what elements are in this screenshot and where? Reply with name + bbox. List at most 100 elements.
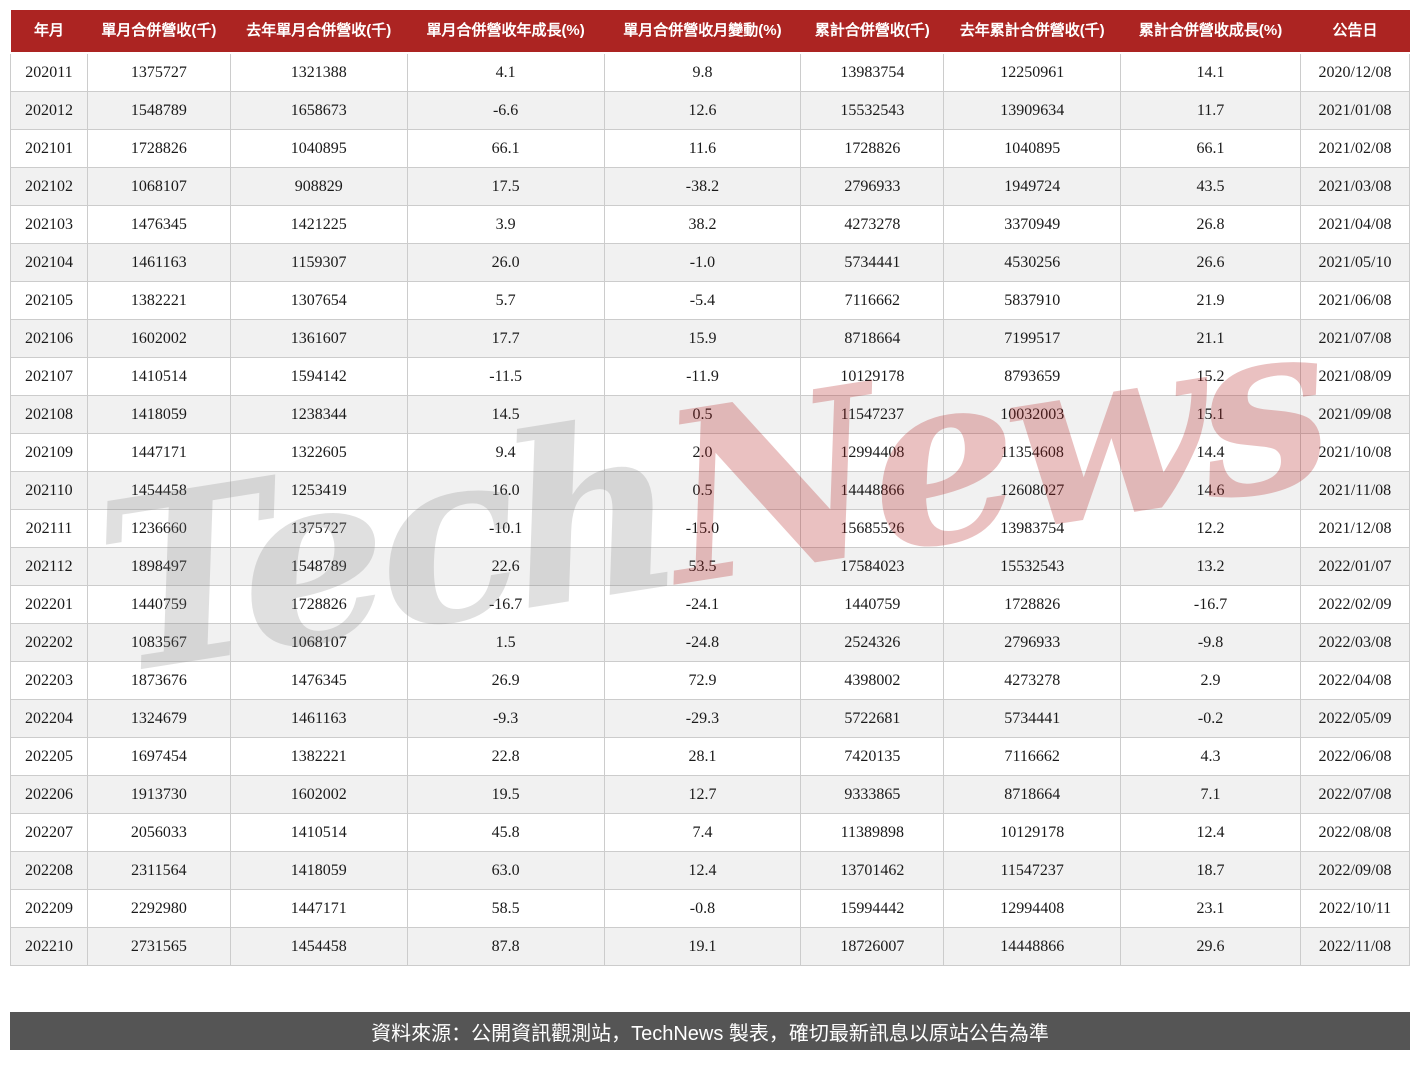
table-cell: 4273278 (943, 661, 1122, 700)
table-cell: -38.2 (603, 167, 802, 206)
table-cell: 3.9 (406, 205, 605, 244)
table-cell: 1375727 (86, 52, 231, 92)
source-footer: 資料來源：公開資訊觀測站，TechNews 製表，確切最新訊息以原站公告為準 (10, 1012, 1410, 1050)
table-cell: 9333865 (800, 775, 945, 814)
table-cell: 1410514 (86, 357, 231, 396)
table-cell: 19.1 (603, 927, 802, 966)
table-cell: 202206 (10, 775, 88, 814)
table-cell: -11.9 (603, 357, 802, 396)
table-cell: 1594142 (229, 357, 408, 396)
table-cell: -15.0 (603, 509, 802, 548)
table-cell: 1461163 (86, 243, 231, 282)
table-cell: 202011 (10, 52, 88, 92)
table-cell: 4273278 (800, 205, 945, 244)
table-cell: 2022/10/11 (1299, 889, 1411, 928)
table-cell: 2021/02/08 (1299, 129, 1411, 168)
table-cell: 8718664 (800, 319, 945, 358)
table-cell: 4.3 (1120, 737, 1301, 776)
table-cell: 2.0 (603, 433, 802, 472)
table-header-row: 年月 單月合併營收(千) 去年單月合併營收(千) 單月合併營收年成長(%) 單月合併營收… (10, 10, 1410, 54)
column-header: 去年單月合併營收(千) (230, 10, 408, 54)
table-cell: 5837910 (943, 281, 1122, 320)
table-cell: 2796933 (943, 623, 1122, 662)
table-cell: 1068107 (86, 167, 231, 206)
table-cell: 1447171 (86, 433, 231, 472)
table-cell: 2731565 (86, 927, 231, 966)
table-cell: 202109 (10, 433, 88, 472)
table-cell: 1236660 (86, 509, 231, 548)
table-row: 202012 1548789 1658673 -6.6 12.6 15532543 1390… (10, 91, 1411, 130)
table-cell: 2022/02/09 (1299, 585, 1411, 624)
table-cell: 13983754 (943, 509, 1122, 548)
table-cell: 1410514 (229, 813, 408, 852)
table-cell: 29.6 (1120, 927, 1301, 966)
table-row: 202101 1728826 1040895 66.1 11.6 1728826 10408… (10, 129, 1411, 168)
table-cell: 2021/09/08 (1299, 395, 1411, 434)
table-cell: 1375727 (229, 509, 408, 548)
table-cell: 9.4 (406, 433, 605, 472)
table-cell: 14.4 (1120, 433, 1301, 472)
table-cell: 11.7 (1120, 91, 1301, 130)
table-cell: 21.1 (1120, 319, 1301, 358)
column-header: 公告日 (1300, 10, 1410, 54)
column-header: 單月合併營收月變動(%) (604, 10, 801, 54)
table-cell: 22.8 (406, 737, 605, 776)
table-cell: 1238344 (229, 395, 408, 434)
table-cell: 17.5 (406, 167, 605, 206)
table-cell: 1159307 (229, 243, 408, 282)
table-cell: 1476345 (229, 661, 408, 700)
table-cell: 202207 (10, 813, 88, 852)
table-cell: 2022/05/09 (1299, 699, 1411, 738)
table-row: 202106 1602002 1361607 17.7 15.9 8718664 71995… (10, 319, 1411, 358)
table-cell: 17.7 (406, 319, 605, 358)
table-cell: -11.5 (406, 357, 605, 396)
table-cell: 45.8 (406, 813, 605, 852)
table-row: 202107 1410514 1594142 -11.5 -11.9 10129178 87… (10, 357, 1411, 396)
table-cell: 2022/09/08 (1299, 851, 1411, 890)
table-cell: 202012 (10, 91, 88, 130)
table-cell: 1083567 (86, 623, 231, 662)
table-cell: 87.8 (406, 927, 605, 966)
table-cell: 8793659 (943, 357, 1122, 396)
table-cell: 0.5 (603, 471, 802, 510)
table-cell: 1461163 (229, 699, 408, 738)
table-cell: 13701462 (800, 851, 945, 890)
table-cell: 4.1 (406, 52, 605, 92)
table-row: 202109 1447171 1322605 9.4 2.0 12994408 113546… (10, 433, 1411, 472)
table-cell: 1.5 (406, 623, 605, 662)
table-cell: 12.2 (1120, 509, 1301, 548)
table-cell: 202210 (10, 927, 88, 966)
table-cell: 202108 (10, 395, 88, 434)
table-cell: 15994442 (800, 889, 945, 928)
table-cell: 1873676 (86, 661, 231, 700)
table-cell: 23.1 (1120, 889, 1301, 928)
table-cell: 12.6 (603, 91, 802, 130)
table-row: 202108 1418059 1238344 14.5 0.5 11547237 10032… (10, 395, 1411, 434)
table-cell: 63.0 (406, 851, 605, 890)
table-cell: 1548789 (86, 91, 231, 130)
table-cell: -0.2 (1120, 699, 1301, 738)
table-cell: 26.6 (1120, 243, 1301, 282)
table-cell: 1728826 (800, 129, 945, 168)
table-row: 202111 1236660 1375727 -10.1 -15.0 15685526 13… (10, 509, 1411, 548)
table-cell: 1324679 (86, 699, 231, 738)
table-cell: 1068107 (229, 623, 408, 662)
table-cell: 1322605 (229, 433, 408, 472)
table-cell: 26.9 (406, 661, 605, 700)
table-cell: 1382221 (86, 281, 231, 320)
column-header: 累計合併營收(千) (800, 10, 944, 54)
table-cell: -1.0 (603, 243, 802, 282)
table-cell: 72.9 (603, 661, 802, 700)
table-cell: 1949724 (943, 167, 1122, 206)
table-cell: 202107 (10, 357, 88, 396)
table-cell: 1418059 (229, 851, 408, 890)
table-row: 202102 1068107 908829 17.5 -38.2 2796933 19497… (10, 167, 1411, 206)
monthly-revenue-table: 年月 單月合併營收(千) 去年單月合併營收(千) 單月合併營收年成長(%) 單月合併營收… (10, 10, 1411, 966)
table-cell: 58.5 (406, 889, 605, 928)
table-cell: 1454458 (86, 471, 231, 510)
table-row: 202105 1382221 1307654 5.7 -5.4 7116662 583791… (10, 281, 1411, 320)
table-cell: 2021/07/08 (1299, 319, 1411, 358)
table-cell: 14.5 (406, 395, 605, 434)
table-cell: 10129178 (943, 813, 1122, 852)
table-cell: 1040895 (943, 129, 1122, 168)
